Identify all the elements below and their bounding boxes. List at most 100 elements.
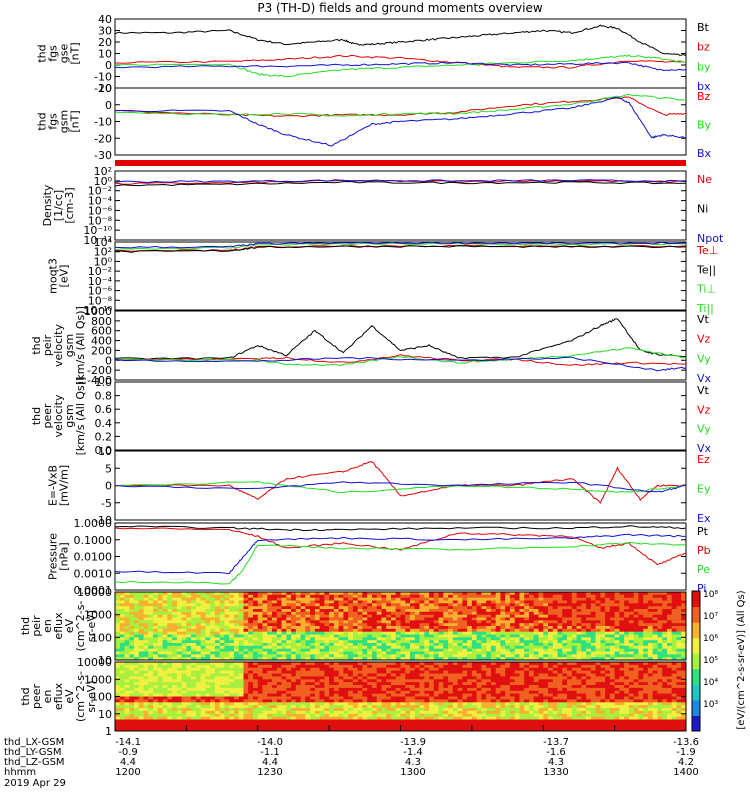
- heatmap-cell: [439, 685, 444, 688]
- heatmap-cell: [362, 711, 367, 714]
- heatmap-cell: [186, 708, 191, 711]
- heatmap-cell: [486, 637, 491, 640]
- heatmap-cell: [139, 694, 144, 697]
- heatmap-cell: [220, 665, 225, 668]
- heatmap-cell: [334, 688, 339, 691]
- heatmap-cell: [291, 646, 296, 649]
- heatmap-cell: [410, 720, 415, 723]
- heatmap-cell: [277, 705, 282, 708]
- heatmap-cell: [220, 705, 225, 708]
- heatmap-cell: [215, 705, 220, 708]
- heatmap-cell: [120, 612, 125, 615]
- heatmap-cell: [282, 708, 287, 711]
- heatmap-cell: [420, 705, 425, 708]
- heatmap-cell: [201, 676, 206, 679]
- heatmap-cell: [134, 612, 139, 615]
- heatmap-cell: [610, 595, 615, 598]
- heatmap-cell: [372, 620, 377, 623]
- heatmap-cell: [615, 629, 620, 632]
- heatmap-cell: [139, 662, 144, 665]
- heatmap-cell: [324, 665, 329, 668]
- heatmap-cell: [167, 612, 172, 615]
- heatmap-cell: [201, 717, 206, 720]
- heatmap-cell: [172, 637, 177, 640]
- heatmap-cell: [491, 654, 496, 657]
- heatmap-cell: [424, 722, 429, 725]
- heatmap-cell: [367, 694, 372, 697]
- heatmap-cell: [315, 694, 320, 697]
- heatmap-cell: [348, 671, 353, 674]
- heatmap-cell: [186, 699, 191, 702]
- heatmap-cell: [153, 662, 158, 665]
- heatmap-cell: [220, 603, 225, 606]
- heatmap-cell: [643, 637, 648, 640]
- heatmap-cell: [215, 662, 220, 665]
- heatmap-cell: [619, 629, 624, 632]
- heatmap-cell: [329, 694, 334, 697]
- heatmap-cell: [286, 708, 291, 711]
- heatmap-cell: [248, 720, 253, 723]
- heatmap-cell: [382, 685, 387, 688]
- heatmap-cell: [548, 637, 553, 640]
- heatmap-cell: [320, 603, 325, 606]
- heatmap-cell: [163, 612, 168, 615]
- heatmap-cell: [263, 694, 268, 697]
- heatmap-cell: [324, 699, 329, 702]
- heatmap-cell: [334, 646, 339, 649]
- heatmap-cell: [396, 674, 401, 677]
- y-axis-label: [mV/m]: [58, 465, 71, 506]
- heatmap-cell: [153, 595, 158, 598]
- heatmap-cell: [258, 682, 263, 685]
- heatmap-cell: [291, 697, 296, 700]
- heatmap-cell: [305, 722, 310, 725]
- heatmap-cell: [205, 612, 210, 615]
- heatmap-cell: [610, 629, 615, 632]
- heatmap-cell: [167, 711, 172, 714]
- heatmap-cell: [348, 620, 353, 623]
- heatmap-cell: [205, 697, 210, 700]
- heatmap-cell: [505, 637, 510, 640]
- heatmap-cell: [672, 629, 677, 632]
- heatmap-cell: [201, 705, 206, 708]
- heatmap-cell: [553, 612, 558, 615]
- heatmap-cell: [467, 708, 472, 711]
- heatmap-cell: [382, 637, 387, 640]
- heatmap-cell: [539, 603, 544, 606]
- heatmap-cell: [310, 620, 315, 623]
- heatmap-cell: [310, 603, 315, 606]
- heatmap-cell: [453, 595, 458, 598]
- heatmap-cell: [267, 603, 272, 606]
- heatmap-cell: [443, 612, 448, 615]
- heatmap-cell: [515, 595, 520, 598]
- heatmap-cell: [115, 662, 120, 665]
- heatmap-cell: [282, 711, 287, 714]
- heatmap-cell: [348, 711, 353, 714]
- heatmap-cell: [205, 717, 210, 720]
- heatmap-cell: [401, 697, 406, 700]
- heatmap-cell: [320, 697, 325, 700]
- heatmap-cell: [448, 682, 453, 685]
- heatmap-cell: [229, 694, 234, 697]
- heatmap-cell: [362, 665, 367, 668]
- heatmap-cell: [619, 612, 624, 615]
- heatmap-cell: [534, 646, 539, 649]
- heatmap-cell: [434, 720, 439, 723]
- heatmap-cell: [329, 603, 334, 606]
- heatmap-cell: [653, 629, 658, 632]
- heatmap-cell: [339, 612, 344, 615]
- heatmap-cell: [382, 697, 387, 700]
- heatmap-cell: [653, 620, 658, 623]
- heatmap-cell: [125, 629, 130, 632]
- heatmap-cell: [358, 674, 363, 677]
- heatmap-cell: [405, 595, 410, 598]
- heatmap-cell: [244, 722, 249, 725]
- heatmap-cell: [201, 674, 206, 677]
- heatmap-cell: [439, 676, 444, 679]
- heatmap-cell: [472, 674, 477, 677]
- heatmap-cell: [282, 637, 287, 640]
- heatmap-cell: [396, 595, 401, 598]
- heatmap-cell: [472, 694, 477, 697]
- heatmap-cell: [396, 629, 401, 632]
- heatmap-cell: [191, 708, 196, 711]
- heatmap-cell: [144, 603, 149, 606]
